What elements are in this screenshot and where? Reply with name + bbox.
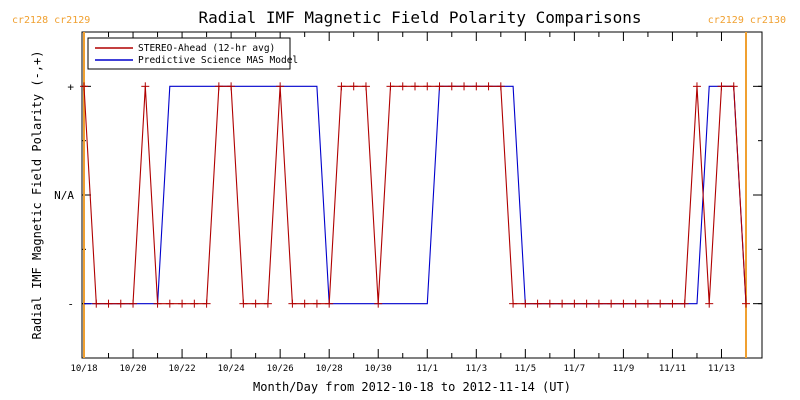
series-point [374, 299, 383, 308]
series-point [656, 299, 665, 308]
series-line [83, 85, 747, 305]
series-point [447, 82, 456, 91]
x-tick-label: 10/28 [316, 364, 343, 374]
series-point [337, 82, 346, 91]
series-point [251, 299, 260, 308]
series-point [300, 299, 309, 308]
series-point [398, 82, 407, 91]
series-point [570, 299, 579, 308]
x-tick-label: 10/20 [119, 364, 146, 374]
series-point [153, 299, 162, 308]
series-point [325, 299, 334, 308]
series-point [631, 299, 640, 308]
legend-label-model: Predictive Science MAS Model [138, 55, 298, 66]
series-point [288, 299, 297, 308]
series-point [509, 299, 518, 308]
series-point [582, 299, 591, 308]
x-tick-label: 10/26 [267, 364, 294, 374]
series-point [558, 299, 567, 308]
series-layer [80, 82, 750, 308]
y-tick-label: - [67, 298, 74, 311]
x-tick-label: 11/7 [564, 364, 586, 374]
series-point [435, 82, 444, 91]
series-point [594, 299, 603, 308]
x-tick-label: 11/3 [465, 364, 487, 374]
series-point [190, 299, 199, 308]
series-point [239, 299, 248, 308]
carrington-label-right: cr2129 cr2130 [708, 15, 786, 26]
series-point [214, 82, 223, 91]
x-tick-label: 10/24 [218, 364, 245, 374]
series-point [607, 299, 616, 308]
series-point [545, 299, 554, 308]
y-axis: + N/A - [54, 31, 762, 359]
series-point [349, 82, 358, 91]
series-point [496, 82, 505, 91]
series-point [742, 299, 750, 308]
series-point [276, 82, 285, 91]
series-point [80, 82, 88, 91]
series-point [178, 299, 187, 308]
legend-label-stereo: STEREO-Ahead (12-hr avg) [138, 43, 275, 54]
series-point [619, 299, 628, 308]
series-point [361, 82, 370, 91]
x-tick-label: 11/13 [708, 364, 735, 374]
series-point [227, 82, 236, 91]
series-point [717, 82, 726, 91]
series-point [533, 299, 542, 308]
series-point [312, 299, 321, 308]
series-point [411, 82, 419, 91]
series-point [423, 82, 432, 91]
carrington-label-left: cr2128 cr2129 [12, 15, 90, 26]
y-axis-label: Radial IMF Magnetic Field Polarity (-,+) [30, 51, 44, 340]
series-point [643, 299, 652, 308]
y-tick-label: + [67, 80, 74, 93]
x-tick-label: 11/1 [416, 364, 438, 374]
series-line [84, 85, 747, 305]
series-point [129, 299, 138, 308]
series-point [729, 82, 738, 91]
x-tick-label: 11/9 [613, 364, 635, 374]
x-axis: 10/18 10/20 10/22 10/24 10/26 10/28 10/30 11/1 1… [70, 32, 747, 374]
series-point [386, 82, 395, 91]
series-point [104, 299, 113, 308]
series-point [484, 82, 493, 91]
series-point [263, 299, 272, 308]
series-point [705, 299, 714, 308]
series-point [141, 82, 150, 91]
x-axis-label: Month/Day from 2012-10-18 to 2012-11-14 … [253, 380, 571, 394]
chart-title: Radial IMF Magnetic Field Polarity Compa… [198, 8, 641, 27]
series-point [521, 299, 530, 308]
plot-frame [81, 31, 763, 359]
series-point [692, 82, 701, 91]
carrington-lines [83, 32, 747, 358]
series-point [472, 82, 481, 91]
series-point [680, 299, 689, 308]
x-tick-label: 11/11 [659, 364, 686, 374]
x-tick-label: 10/22 [169, 364, 196, 374]
series-point [116, 299, 125, 308]
series-point [165, 299, 174, 308]
series-point [460, 82, 469, 91]
legend: STEREO-Ahead (12-hr avg) Predictive Scie… [87, 37, 298, 70]
series-point [202, 299, 211, 308]
series-point [668, 299, 677, 308]
y-tick-label: N/A [54, 189, 74, 202]
x-tick-label: 11/5 [514, 364, 536, 374]
legend-box [87, 37, 291, 70]
series-point [92, 299, 101, 308]
x-tick-label: 10/18 [70, 364, 97, 374]
x-tick-label: 10/30 [365, 364, 392, 374]
